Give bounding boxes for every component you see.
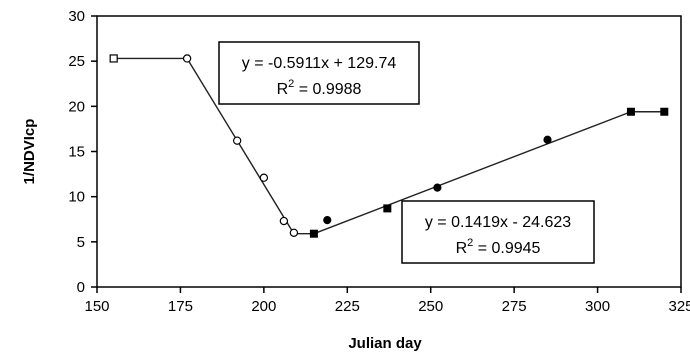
x-tick-label: 300 <box>585 298 610 315</box>
y-tick-label: 30 <box>68 8 85 25</box>
data-point-filled-square <box>309 229 318 238</box>
y-tick-label: 10 <box>68 189 85 206</box>
data-point-filled-square <box>626 107 635 116</box>
x-tick-label: 200 <box>251 298 276 315</box>
x-tick-label: 275 <box>502 298 527 315</box>
regression-equation: y = 0.1419x - 24.623 <box>425 214 571 231</box>
y-axis-title: 1/NDVIcp <box>21 119 38 185</box>
equation-box: y = 0.1419x - 24.623 R2 = 0.9945 <box>401 200 595 264</box>
data-point-filled-circle <box>433 183 442 192</box>
data-point-open-circle <box>289 228 299 237</box>
x-tick-label: 325 <box>668 298 690 315</box>
data-point-open-circle <box>182 54 192 63</box>
r-squared-label: R2 = 0.9988 <box>277 78 362 98</box>
equation-box-frame <box>401 200 595 264</box>
y-tick-label: 20 <box>68 98 85 115</box>
data-point-filled-square <box>383 204 392 213</box>
y-tick-label: 0 <box>77 279 85 296</box>
data-point-filled-circle <box>323 216 332 225</box>
x-tick-label: 250 <box>418 298 443 315</box>
data-point-open-circle <box>232 136 242 145</box>
regression-equation: y = -0.5911x + 129.74 <box>242 55 397 72</box>
fit-line-segment <box>313 111 632 235</box>
y-tick-label: 5 <box>77 234 85 251</box>
x-tick-label: 225 <box>335 298 360 315</box>
data-point-open-circle <box>279 216 289 226</box>
y-tick-label: 15 <box>68 144 85 161</box>
equation-box-frame <box>218 41 420 105</box>
data-point-open-square <box>109 54 118 63</box>
x-tick-label: 175 <box>168 298 193 315</box>
data-point-filled-square <box>660 107 669 116</box>
data-point-filled-circle <box>543 135 552 144</box>
y-tick-label: 25 <box>68 53 85 70</box>
data-point-open-circle <box>259 173 269 182</box>
r-squared-label: R2 = 0.9945 <box>456 237 541 257</box>
x-axis-title: Julian day <box>348 335 422 352</box>
x-tick-label: 150 <box>84 298 109 315</box>
fit-line-segment <box>186 58 295 235</box>
equation-box: y = -0.5911x + 129.74 R2 = 0.9988 <box>218 41 420 105</box>
